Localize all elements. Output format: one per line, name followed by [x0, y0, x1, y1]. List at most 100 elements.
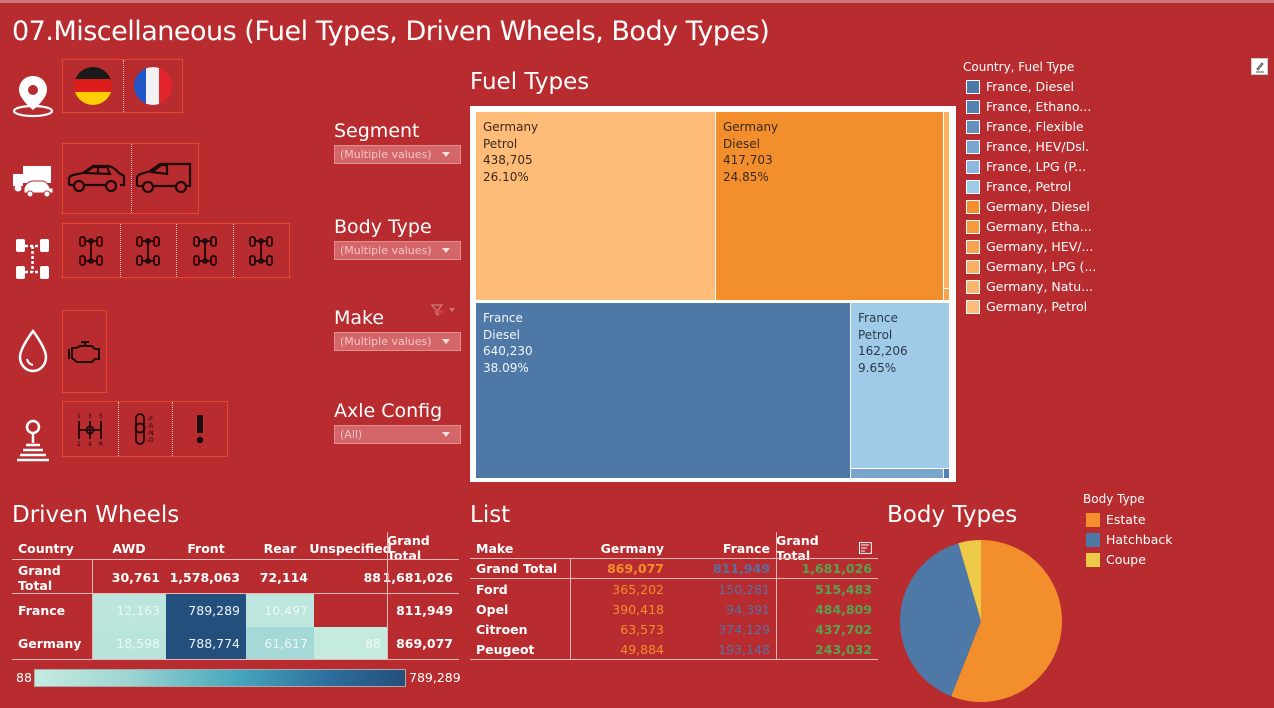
treemap-cell-germany-other-1[interactable]: [944, 112, 949, 288]
axle-front-button[interactable]: [119, 224, 177, 277]
automatic-gearbox-icon: -P -R -N -D: [135, 413, 155, 445]
treemap-cell-france-petrol[interactable]: France Petrol 162,206 9.65%: [851, 303, 949, 468]
legend-swatch: [966, 299, 980, 314]
column-header[interactable]: AWD: [112, 540, 146, 556]
sedan-button[interactable]: [63, 144, 131, 213]
column-header[interactable]: Germany: [600, 540, 664, 556]
legend-item[interactable]: Germany, Petrol: [966, 299, 1087, 314]
chevron-down-icon: [442, 248, 450, 253]
heatmap-cell[interactable]: 61,617: [246, 627, 314, 660]
axle-unspecified-button[interactable]: [232, 224, 290, 277]
legend-item[interactable]: Hatchback: [1086, 532, 1172, 547]
legend-item[interactable]: France, Diesel: [966, 79, 1074, 94]
legend-item[interactable]: France, LPG (P...: [966, 159, 1086, 174]
column-header[interactable]: Grand Total: [776, 533, 878, 563]
heatmap-cell[interactable]: [314, 594, 387, 627]
body-type-filter-label: Body Type: [334, 216, 432, 238]
chevron-down-icon: [442, 339, 450, 344]
legend-item[interactable]: France, Ethano...: [966, 99, 1091, 114]
axle-awd-button[interactable]: [63, 224, 120, 277]
legend-item[interactable]: France, HEV/Dsl.: [966, 139, 1089, 154]
legend-label: France, Diesel: [986, 79, 1074, 94]
table-cell[interactable]: Citroen: [476, 621, 528, 637]
treemap-cell-value: 162,206: [858, 344, 908, 358]
legend-label: Germany, LPG (...: [986, 259, 1097, 274]
column-header[interactable]: Country: [18, 540, 74, 556]
fuel-types-title: Fuel Types: [470, 69, 590, 95]
treemap-cell-france-diesel[interactable]: France Diesel 640,230 38.09%: [476, 303, 850, 478]
engine-button[interactable]: [63, 311, 106, 392]
edit-legend-icon[interactable]: [1251, 58, 1268, 75]
table-cell: 150,281: [718, 581, 770, 597]
segment-filter-value: (Multiple values): [340, 148, 432, 161]
manual-gearbox-button[interactable]: 1 3 5 2 4 R: [63, 402, 118, 456]
legend-item[interactable]: France, Petrol: [966, 179, 1071, 194]
table-cell[interactable]: Opel: [476, 601, 509, 617]
table-cell[interactable]: Peugeot: [476, 641, 535, 657]
treemap-cell-germany-petrol[interactable]: Germany Petrol 438,705 26.10%: [476, 112, 715, 300]
legend-label: Germany, Etha...: [986, 219, 1092, 234]
heatmap-cell[interactable]: 789,289: [166, 594, 246, 627]
treemap-cell-country: France: [858, 311, 898, 325]
treemap-cell-germany-other-2[interactable]: [944, 289, 949, 300]
sort-icon[interactable]: [859, 542, 872, 554]
table-cell[interactable]: Ford: [476, 581, 508, 597]
make-filter-dropdown[interactable]: (Multiple values): [334, 332, 461, 351]
treemap-cell-france-other-2[interactable]: [944, 469, 949, 478]
van-button[interactable]: [130, 144, 199, 213]
legend-label: France, Flexible: [986, 119, 1084, 134]
body-type-filter-dropdown[interactable]: (Multiple values): [334, 241, 461, 260]
germany-button[interactable]: [63, 60, 123, 112]
legend-swatch: [966, 179, 980, 194]
gear-shift-icon: [17, 419, 49, 462]
column-header[interactable]: France: [722, 540, 770, 556]
treemap-cell-france-other-1[interactable]: [851, 469, 943, 478]
unknown-gearbox-button[interactable]: [172, 402, 227, 456]
column-header[interactable]: Front: [187, 540, 225, 556]
treemap-cell-fuel: Petrol: [858, 327, 893, 342]
legend-item[interactable]: Germany, Diesel: [966, 199, 1090, 214]
treemap-cell-value: 640,230: [483, 344, 533, 358]
make-filter-label: Make: [334, 307, 385, 329]
column-header[interactable]: Make: [476, 540, 514, 556]
legend-item[interactable]: Germany, Natu...: [966, 279, 1093, 294]
legend-item[interactable]: France, Flexible: [966, 119, 1084, 134]
heatmap-cell[interactable]: 10,497: [246, 594, 314, 627]
column-header[interactable]: Rear: [263, 540, 297, 556]
van-icon: [135, 162, 191, 193]
pie-slice-coupe[interactable]: [958, 540, 981, 621]
table-cell: 193,148: [718, 641, 770, 657]
heatmap-cell[interactable]: 18,598: [92, 627, 166, 660]
heatmap-cell[interactable]: 12,163: [92, 594, 166, 627]
clear-filter-icon[interactable]: [431, 304, 457, 316]
svg-text:-P: -P: [147, 416, 153, 423]
column-header[interactable]: Grand Total: [387, 533, 430, 563]
chevron-down-icon: [442, 432, 450, 437]
automatic-gearbox-button[interactable]: -P -R -N -D: [117, 402, 173, 456]
legend-item[interactable]: Germany, Etha...: [966, 219, 1092, 234]
fuel-types-treemap: Germany Petrol 438,705 26.10% Germany Di…: [470, 106, 956, 482]
fuel-filter-buttons: [62, 310, 107, 393]
divider: [12, 559, 459, 560]
axle-rear-button[interactable]: [176, 224, 233, 277]
france-button[interactable]: [122, 60, 183, 112]
treemap-cell-value: 417,703: [723, 153, 773, 167]
svg-text:1: 1: [77, 413, 81, 420]
legend-item[interactable]: Coupe: [1086, 552, 1146, 567]
svg-text:3: 3: [88, 413, 92, 420]
column-header[interactable]: Unspecified: [309, 540, 392, 556]
pie-slice-estate[interactable]: [951, 540, 1062, 702]
color-legend-min: 88: [16, 670, 32, 685]
heatmap-cell[interactable]: 88: [314, 627, 387, 660]
pie-slice-hatchback[interactable]: [900, 543, 981, 697]
legend-item[interactable]: Germany, LPG (...: [966, 259, 1096, 274]
axle-config-filter-dropdown[interactable]: (All): [334, 425, 461, 444]
divider: [12, 593, 459, 594]
body-type-filter-value: (Multiple values): [340, 244, 432, 257]
heatmap-cell[interactable]: 788,774: [166, 627, 246, 660]
treemap-cell-germany-diesel[interactable]: Germany Diesel 417,703 24.85%: [716, 112, 943, 300]
divider: [776, 532, 777, 659]
segment-filter-dropdown[interactable]: (Multiple values): [334, 145, 461, 164]
legend-item[interactable]: Germany, HEV/...: [966, 239, 1093, 254]
legend-item[interactable]: Estate: [1086, 512, 1146, 527]
